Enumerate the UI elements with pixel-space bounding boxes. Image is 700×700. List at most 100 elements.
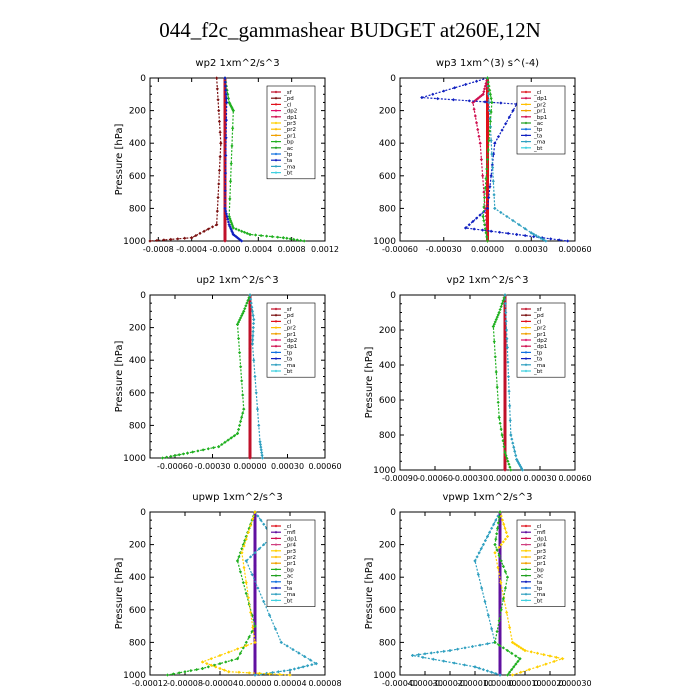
series-point (487, 195, 491, 200)
series-line-pd (149, 77, 222, 242)
series-point (477, 551, 481, 555)
series-point (503, 360, 507, 364)
series-point (471, 100, 475, 105)
legend-marker (524, 115, 528, 119)
x-tick-label: -0.00012 (132, 679, 168, 688)
legend-marker (524, 307, 528, 311)
y-tick-label: 400 (129, 573, 146, 583)
series-point (218, 666, 222, 671)
series-point (442, 649, 446, 653)
legend-entry: _pr1 (283, 133, 296, 139)
series-point (486, 148, 490, 152)
series-point (231, 126, 235, 130)
series-point (520, 468, 525, 472)
series-point (169, 454, 173, 458)
series-point (505, 337, 509, 341)
series-point (495, 385, 499, 389)
series-point (246, 298, 250, 303)
series-point (499, 559, 503, 563)
series-point (223, 84, 228, 88)
series-point (499, 514, 503, 518)
series-point (503, 293, 507, 297)
series-point (491, 166, 495, 170)
series-point (501, 597, 505, 601)
series-point (511, 219, 515, 223)
series-point (482, 87, 487, 91)
x-tick-label: -0.00060 (417, 474, 453, 483)
series-point (517, 463, 522, 467)
series-point (498, 636, 502, 640)
series-point (539, 236, 543, 240)
legend-entry: _pr1 (533, 561, 546, 567)
series-point (288, 673, 292, 677)
series-point (235, 657, 240, 661)
series-point (535, 665, 540, 669)
series-point (523, 648, 527, 653)
series-point (544, 662, 548, 666)
legend-marker (524, 146, 528, 150)
series-point (485, 183, 490, 188)
series-point (523, 227, 527, 231)
series-point (200, 666, 205, 671)
x-tick-label: -0.00030 (407, 679, 443, 688)
series-point (498, 230, 502, 234)
series-point (485, 669, 490, 673)
series-point (491, 152, 496, 156)
series-point (536, 235, 541, 239)
chart-title: vpwp 1xm^2/s^3 (442, 492, 532, 503)
y-tick-label: 0 (140, 508, 146, 518)
series-point (217, 168, 222, 172)
series-point (249, 610, 253, 615)
series-point (503, 389, 507, 393)
series-point (242, 230, 247, 234)
legend-entry: _ta (283, 357, 292, 363)
x-tick-label: 0.00020 (533, 679, 566, 688)
x-tick-label: 0.00060 (558, 474, 591, 483)
series-point (483, 206, 487, 210)
series-point (490, 526, 494, 530)
series-point (496, 566, 500, 570)
series-point (223, 206, 227, 210)
series-point (239, 365, 243, 369)
series-point (487, 84, 491, 88)
series-point (473, 665, 477, 669)
series-point (501, 540, 505, 544)
legend-entry: _dp2 (533, 338, 547, 344)
y-tick-label: 0 (390, 508, 396, 518)
legend-entry: _bt (283, 598, 293, 604)
series-point (488, 129, 492, 133)
series-point (431, 657, 435, 661)
legend-marker (274, 320, 278, 323)
series-point (256, 514, 260, 518)
series-point (506, 375, 511, 379)
series-point (230, 144, 234, 148)
y-tick-label: 600 (129, 172, 146, 182)
series-point (217, 119, 222, 124)
series-point (507, 389, 511, 393)
legend-marker (524, 134, 528, 137)
series-point (497, 553, 501, 558)
series-point (478, 643, 482, 647)
series-point (181, 452, 185, 456)
legend-marker (524, 332, 528, 336)
series-point (244, 644, 248, 648)
series-point (242, 407, 246, 411)
series-point (489, 96, 493, 100)
series-point (267, 613, 272, 617)
series-point (478, 213, 482, 217)
series-point (494, 672, 498, 676)
series-point (492, 340, 496, 344)
series-point (496, 400, 500, 404)
y-tick-label: 0 (140, 291, 146, 301)
series-point (487, 100, 491, 105)
series-point (177, 671, 181, 675)
series-point (481, 174, 485, 178)
series-point (485, 193, 490, 197)
series-point (214, 665, 218, 669)
series-point (253, 654, 257, 659)
legend-marker (274, 363, 278, 367)
series-point (503, 380, 507, 384)
series-point (429, 651, 433, 655)
legend-marker (524, 530, 528, 534)
series-point (495, 315, 499, 319)
